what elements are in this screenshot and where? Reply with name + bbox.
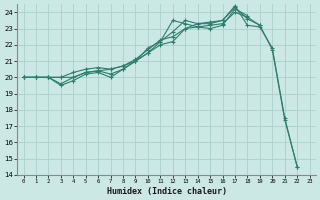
X-axis label: Humidex (Indice chaleur): Humidex (Indice chaleur) [107, 187, 227, 196]
